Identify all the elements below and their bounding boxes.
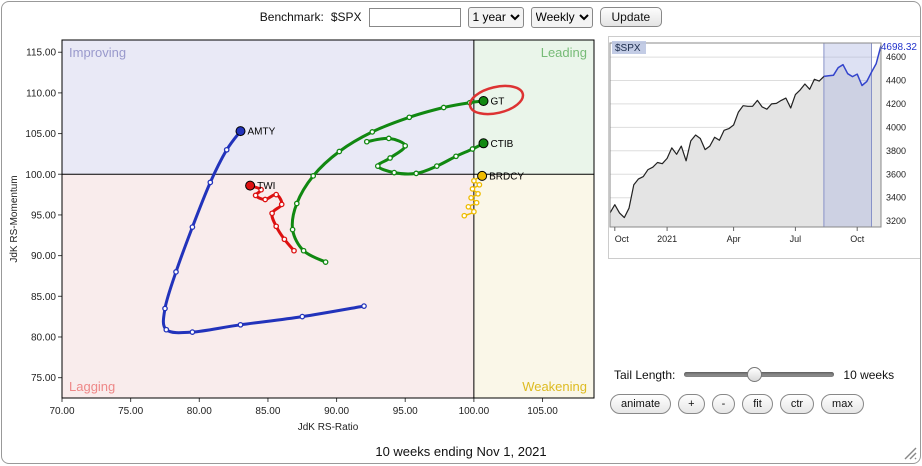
svg-text:Oct: Oct: [615, 234, 630, 244]
svg-text:100.00: 100.00: [25, 170, 56, 181]
max-button[interactable]: max: [821, 394, 864, 414]
footer-caption: 10 weeks ending Nov 1, 2021: [375, 443, 547, 459]
svg-text:3200: 3200: [886, 216, 906, 226]
svg-text:80.00: 80.00: [187, 406, 212, 417]
tail-length-label: Tail Length:: [614, 367, 676, 382]
benchmark-label: Benchmark:: [259, 10, 324, 24]
rrg-chart[interactable]: Improving Leading Lagging Weakening 70.00 75.…: [6, 34, 602, 438]
svg-text:TWI: TWI: [257, 181, 275, 192]
svg-text:Weakening: Weakening: [522, 379, 587, 394]
svg-text:Improving: Improving: [69, 45, 126, 60]
main-area: Improving Leading Lagging Weakening 70.00 75.…: [2, 32, 920, 440]
toolbar: Benchmark: $SPX 1 year Weekly Update: [2, 2, 920, 32]
svg-text:115.00: 115.00: [26, 48, 56, 59]
tail-length-slider[interactable]: [684, 367, 835, 382]
svg-text:75.00: 75.00: [118, 406, 143, 417]
svg-text:GT: GT: [491, 97, 505, 108]
svg-text:4600: 4600: [886, 52, 906, 62]
svg-text:3400: 3400: [886, 193, 906, 203]
svg-text:Oct: Oct: [850, 234, 865, 244]
svg-text:90.00: 90.00: [31, 251, 56, 262]
svg-text:3600: 3600: [886, 169, 906, 179]
rrg-chart-container: Improving Leading Lagging Weakening 70.00 75.…: [6, 34, 602, 440]
svg-text:110.00: 110.00: [26, 88, 56, 99]
svg-text:Apr: Apr: [727, 234, 741, 244]
svg-text:Leading: Leading: [541, 45, 587, 60]
svg-text:90.00: 90.00: [324, 406, 349, 417]
svg-text:JdK RS-Ratio: JdK RS-Ratio: [298, 422, 359, 433]
svg-text:$SPX: $SPX: [615, 43, 641, 54]
footer: 10 weeks ending Nov 1, 2021: [2, 440, 920, 462]
svg-text:85.00: 85.00: [31, 292, 56, 303]
svg-text:85.00: 85.00: [255, 406, 280, 417]
svg-text:105.00: 105.00: [527, 406, 558, 417]
tail-length-value: 10 weeks: [843, 367, 895, 382]
svg-text:4400: 4400: [886, 76, 906, 86]
svg-text:CTIB: CTIB: [491, 139, 514, 150]
svg-text:4000: 4000: [886, 122, 906, 132]
svg-text:95.00: 95.00: [31, 210, 56, 221]
svg-text:Lagging: Lagging: [69, 379, 115, 394]
chart-buttons: animate + - fit ctr max: [610, 394, 920, 414]
svg-text:2021: 2021: [657, 234, 677, 244]
svg-text:95.00: 95.00: [393, 406, 418, 417]
tail-length-row: Tail Length: 10 weeks: [608, 367, 920, 382]
zoom-in-button[interactable]: +: [678, 394, 705, 414]
svg-text:JdK RS-Momentum: JdK RS-Momentum: [9, 175, 20, 262]
svg-text:3800: 3800: [886, 146, 906, 156]
side-column: 3200 3400 3600 3800 4000 4200 4400 4600 Oct 2021 A…: [602, 32, 920, 440]
ctr-button[interactable]: ctr: [779, 394, 815, 414]
price-chart[interactable]: 3200 3400 3600 3800 4000 4200 4400 4600 Oct 2021 A…: [609, 37, 919, 253]
svg-text:105.00: 105.00: [25, 129, 56, 140]
resize-handle[interactable]: [904, 447, 917, 460]
interval-select[interactable]: Weekly: [530, 6, 593, 28]
svg-text:100.00: 100.00: [459, 406, 490, 417]
slider-thumb[interactable]: [747, 367, 763, 382]
benchmark-input[interactable]: [368, 7, 461, 27]
svg-text:AMTY: AMTY: [248, 127, 276, 138]
zoom-out-button[interactable]: -: [711, 394, 736, 414]
animate-button[interactable]: animate: [610, 394, 672, 414]
price-chart-container: 3200 3400 3600 3800 4000 4200 4400 4600 Oct 2021 A…: [608, 36, 920, 259]
svg-text:4200: 4200: [886, 99, 906, 109]
update-button[interactable]: Update: [599, 7, 663, 27]
svg-text:70.00: 70.00: [49, 406, 74, 417]
svg-text:BRDCY: BRDCY: [489, 171, 524, 182]
svg-text:Jul: Jul: [790, 234, 802, 244]
svg-text:4698.32: 4698.32: [881, 42, 918, 53]
svg-text:75.00: 75.00: [31, 373, 56, 384]
fit-button[interactable]: fit: [742, 394, 773, 414]
svg-text:80.00: 80.00: [31, 332, 56, 343]
period-select[interactable]: 1 year: [467, 6, 524, 28]
benchmark-symbol: $SPX: [330, 10, 362, 24]
